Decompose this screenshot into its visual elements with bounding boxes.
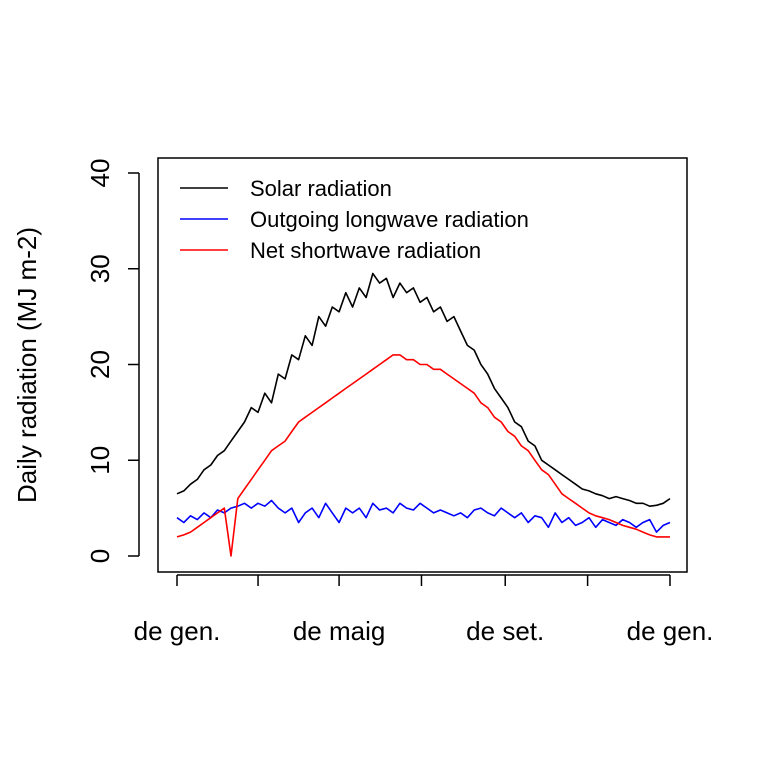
x-tick-label: de set. [466,616,544,646]
series-layer [176,272,671,557]
legend: Solar radiation Outgoing longwave radiat… [180,176,529,263]
x-tick-label: de maig [293,616,386,646]
x-tick-label: de gen. [627,616,714,646]
x-tick-label: de gen. [134,616,221,646]
legend-label-net-shortwave: Net shortwave radiation [250,238,481,263]
y-axis: 0 10 20 30 40 [85,159,140,563]
y-tick-label: 0 [85,549,115,563]
plot-frame [157,157,688,573]
legend-label-solar: Solar radiation [250,176,392,201]
x-axis: de gen. de maig de set. de gen. [134,574,714,646]
legend-label-longwave: Outgoing longwave radiation [250,207,529,232]
y-tick-label: 30 [85,254,115,283]
y-tick-label: 10 [85,446,115,475]
y-tick-label: 20 [85,350,115,379]
y-axis-label: Daily radiation (MJ m-2) [12,227,42,503]
series-line-net-shortwave [176,354,670,557]
series-line-longwave [176,499,671,533]
y-tick-label: 40 [85,159,115,188]
series-line-solar [176,272,671,508]
